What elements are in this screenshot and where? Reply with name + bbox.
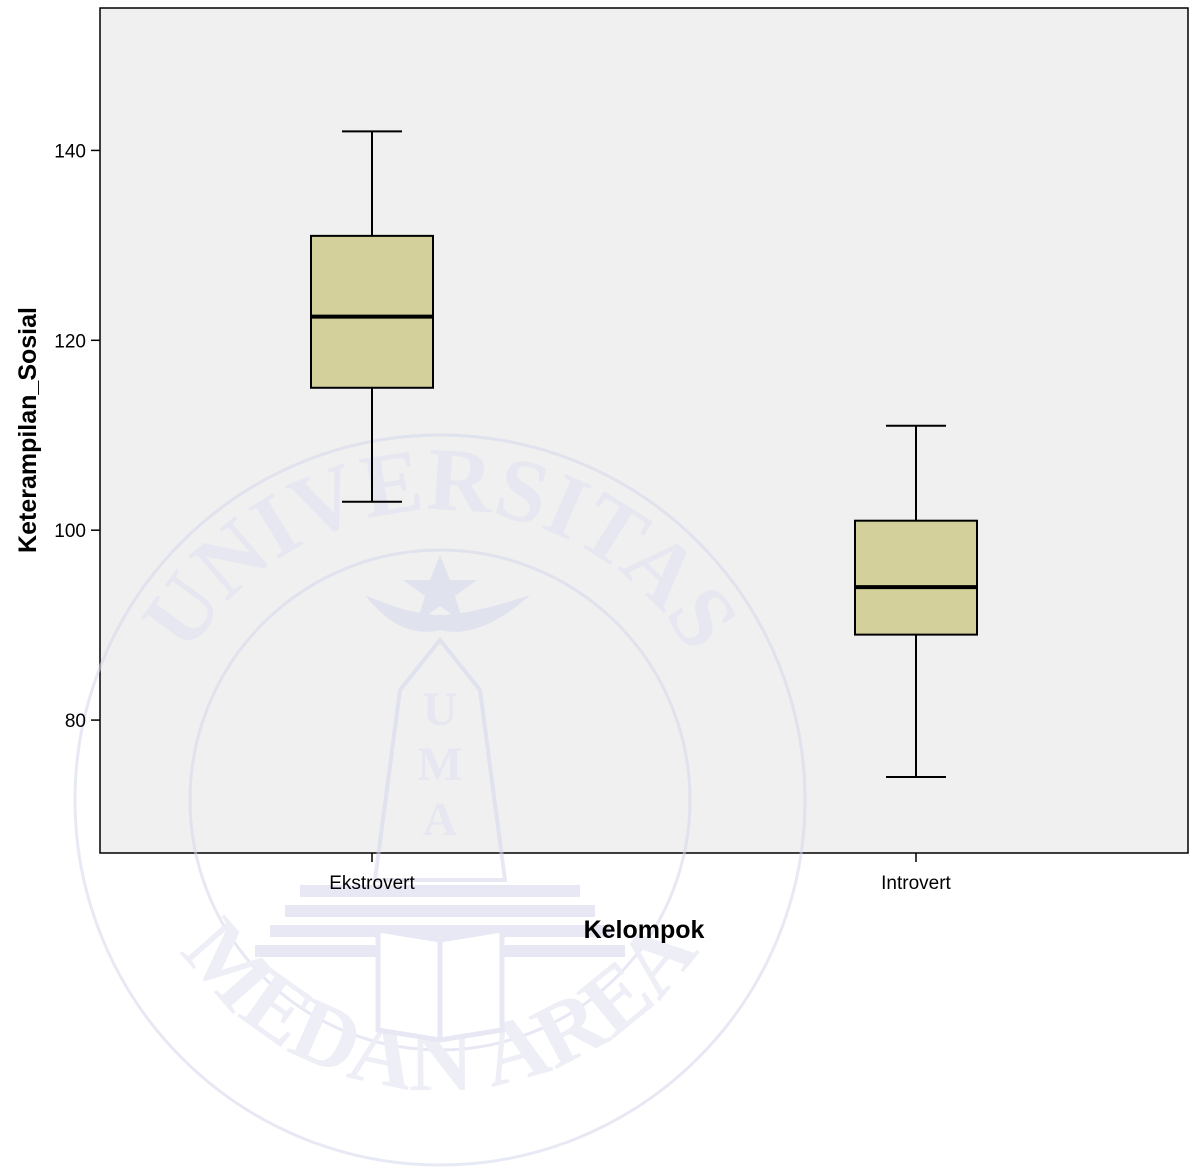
- y-tick-label-140: 140: [54, 141, 86, 162]
- x-tick-label-introvert: Introvert: [881, 873, 951, 894]
- x-axis-title: Kelompok: [584, 916, 705, 944]
- x-axis: Ekstrovert Introvert: [329, 853, 952, 894]
- y-axis-title: Keterampilan_Sosial: [14, 307, 42, 553]
- svg-text:U: U: [423, 683, 458, 736]
- iqr-box-ekstrovert: [310, 234, 434, 389]
- plot-area: [99, 7, 1189, 854]
- svg-text:A: A: [423, 793, 458, 846]
- y-axis: 80 100 120 140: [54, 141, 100, 732]
- y-tick-label-120: 120: [54, 331, 86, 352]
- y-tick-label-100: 100: [54, 521, 86, 542]
- boxes: [310, 130, 978, 779]
- y-tick-label-80: 80: [65, 711, 86, 732]
- box-ekstrovert: [310, 130, 434, 503]
- iqr-box-introvert: [854, 519, 978, 636]
- x-tick-label-ekstrovert: Ekstrovert: [329, 873, 415, 894]
- box-introvert: [854, 424, 978, 779]
- svg-text:M: M: [417, 738, 462, 791]
